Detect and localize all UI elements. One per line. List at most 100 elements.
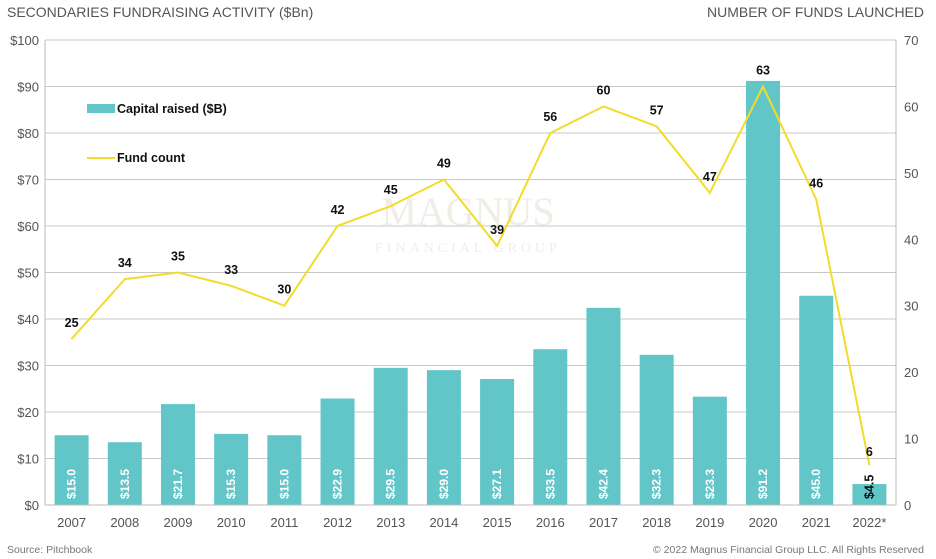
line-label: 56 <box>543 110 557 124</box>
x-tick-label: 2012 <box>323 515 352 530</box>
chart-title-left: SECONDARIES FUNDRAISING ACTIVITY ($Bn) <box>7 4 313 20</box>
bar <box>107 442 142 505</box>
y-left-tick-label: $60 <box>17 219 39 234</box>
bar <box>852 484 887 505</box>
y-right-tick-label: 10 <box>904 432 918 447</box>
y-right-tick-label: 60 <box>904 99 918 114</box>
line-point <box>762 86 764 87</box>
line-series: 25 34 35 33 30 42 45 49 39 56 60 57 47 63 46 6 <box>65 64 873 466</box>
x-tick-label: 2009 <box>164 515 193 530</box>
x-tick-label: 2015 <box>483 515 512 530</box>
y-left-tick-label: $30 <box>17 359 39 374</box>
y-right-tick-label: 50 <box>904 166 918 181</box>
line-point <box>124 278 126 280</box>
y-left-tick-label: $70 <box>17 173 39 188</box>
line-label: 60 <box>597 83 611 97</box>
legend-swatch-capital <box>87 104 115 113</box>
line-label: 57 <box>650 103 664 117</box>
line-label: 63 <box>756 64 770 78</box>
x-tick-label: 2019 <box>695 515 724 530</box>
y-left-tick-label: $90 <box>17 80 39 95</box>
bar <box>214 433 249 505</box>
line-point <box>230 285 232 287</box>
line-label: 46 <box>809 176 823 190</box>
x-tick-label: 2010 <box>217 515 246 530</box>
y-right-tick-label: 40 <box>904 232 918 247</box>
line-label: 6 <box>866 445 873 459</box>
x-tick-label: 2008 <box>110 515 139 530</box>
bar <box>267 435 302 505</box>
line-point <box>868 464 870 466</box>
x-tick-label: 2020 <box>749 515 778 530</box>
bar-label: $4.5 <box>862 475 876 499</box>
line-label: 34 <box>118 256 132 270</box>
bar <box>799 295 834 505</box>
line-point <box>337 225 339 227</box>
bar-label: $27.1 <box>490 469 504 499</box>
legend-label-fund-count: Fund count <box>117 151 186 165</box>
line-point <box>656 125 658 127</box>
bar <box>160 404 195 505</box>
x-tick-label: 2007 <box>57 515 86 530</box>
x-tick-label: 2016 <box>536 515 565 530</box>
line-point <box>602 105 604 107</box>
line-label: 45 <box>384 183 398 197</box>
bar <box>320 398 355 505</box>
line-point <box>496 245 498 247</box>
bar-label: $32.3 <box>650 469 664 499</box>
copyright-note: © 2022 Magnus Financial Group LLC. All R… <box>653 544 924 556</box>
x-tick-label: 2013 <box>376 515 405 530</box>
line-point <box>390 205 392 207</box>
y-left-tick-label: $80 <box>17 126 39 141</box>
bar <box>373 367 408 505</box>
chart-title-right: NUMBER OF FUNDS LAUNCHED <box>707 4 924 20</box>
line-label: 35 <box>171 250 185 264</box>
y-left-tick-label: $50 <box>17 266 39 281</box>
legend: Capital raised ($B) Fund count <box>87 102 227 165</box>
bar-label: $45.0 <box>809 469 823 499</box>
bar-label: $91.2 <box>756 469 770 499</box>
y-left-tick-label: $20 <box>17 405 39 420</box>
bar <box>746 80 781 506</box>
fund-count-line <box>70 84 871 466</box>
x-tick-label: 2018 <box>642 515 671 530</box>
y-left-tick-label: $0 <box>25 498 39 513</box>
line-label: 33 <box>224 263 238 277</box>
bar-label: $15.0 <box>65 469 79 499</box>
line-point <box>283 305 285 307</box>
bar-label: $15.3 <box>224 469 238 499</box>
bar <box>692 396 727 505</box>
source-note: Source: Pitchbook <box>7 544 93 556</box>
line-label: 42 <box>331 203 345 217</box>
bar-label: $29.5 <box>384 469 398 499</box>
bar-label: $13.5 <box>118 469 132 499</box>
x-tick-label: 2011 <box>270 515 298 530</box>
y-left-tick-label: $100 <box>10 33 39 48</box>
line-point <box>709 192 711 194</box>
svg-text:MAGNUS: MAGNUS <box>381 189 554 234</box>
legend-label-capital: Capital raised ($B) <box>117 102 227 116</box>
y-left-tick-label: $40 <box>17 312 39 327</box>
y-right-tick-label: 20 <box>904 365 918 380</box>
line-point <box>177 272 179 273</box>
bar <box>639 354 674 505</box>
line-label: 30 <box>277 283 291 297</box>
line-label: 47 <box>703 170 717 184</box>
x-tick-label: 2017 <box>589 515 618 530</box>
line-label: 25 <box>65 316 79 330</box>
bar <box>586 307 621 505</box>
y-left-tick-label: $10 <box>17 452 39 467</box>
x-tick-label: 2022* <box>852 515 886 530</box>
line-label: 39 <box>490 223 504 237</box>
bar-label: $23.3 <box>703 469 717 499</box>
bar-label: $21.7 <box>171 469 185 499</box>
y-right-tick-label: 30 <box>904 299 918 314</box>
x-tick-label: 2014 <box>429 515 458 530</box>
line-label: 49 <box>437 157 451 171</box>
bar-series: $15.0 $13.5 $21.7 $15.3 $15.0 $22.9 $29.5 $29.0… <box>54 80 887 506</box>
bar-label: $42.4 <box>596 469 610 499</box>
axes: $0 $10 $20 $30 $40 $50 $60 $70 $80 $90 $100 0 10 20 30… <box>10 33 918 530</box>
bar-label: $15.0 <box>277 469 291 499</box>
line-point <box>815 198 817 200</box>
